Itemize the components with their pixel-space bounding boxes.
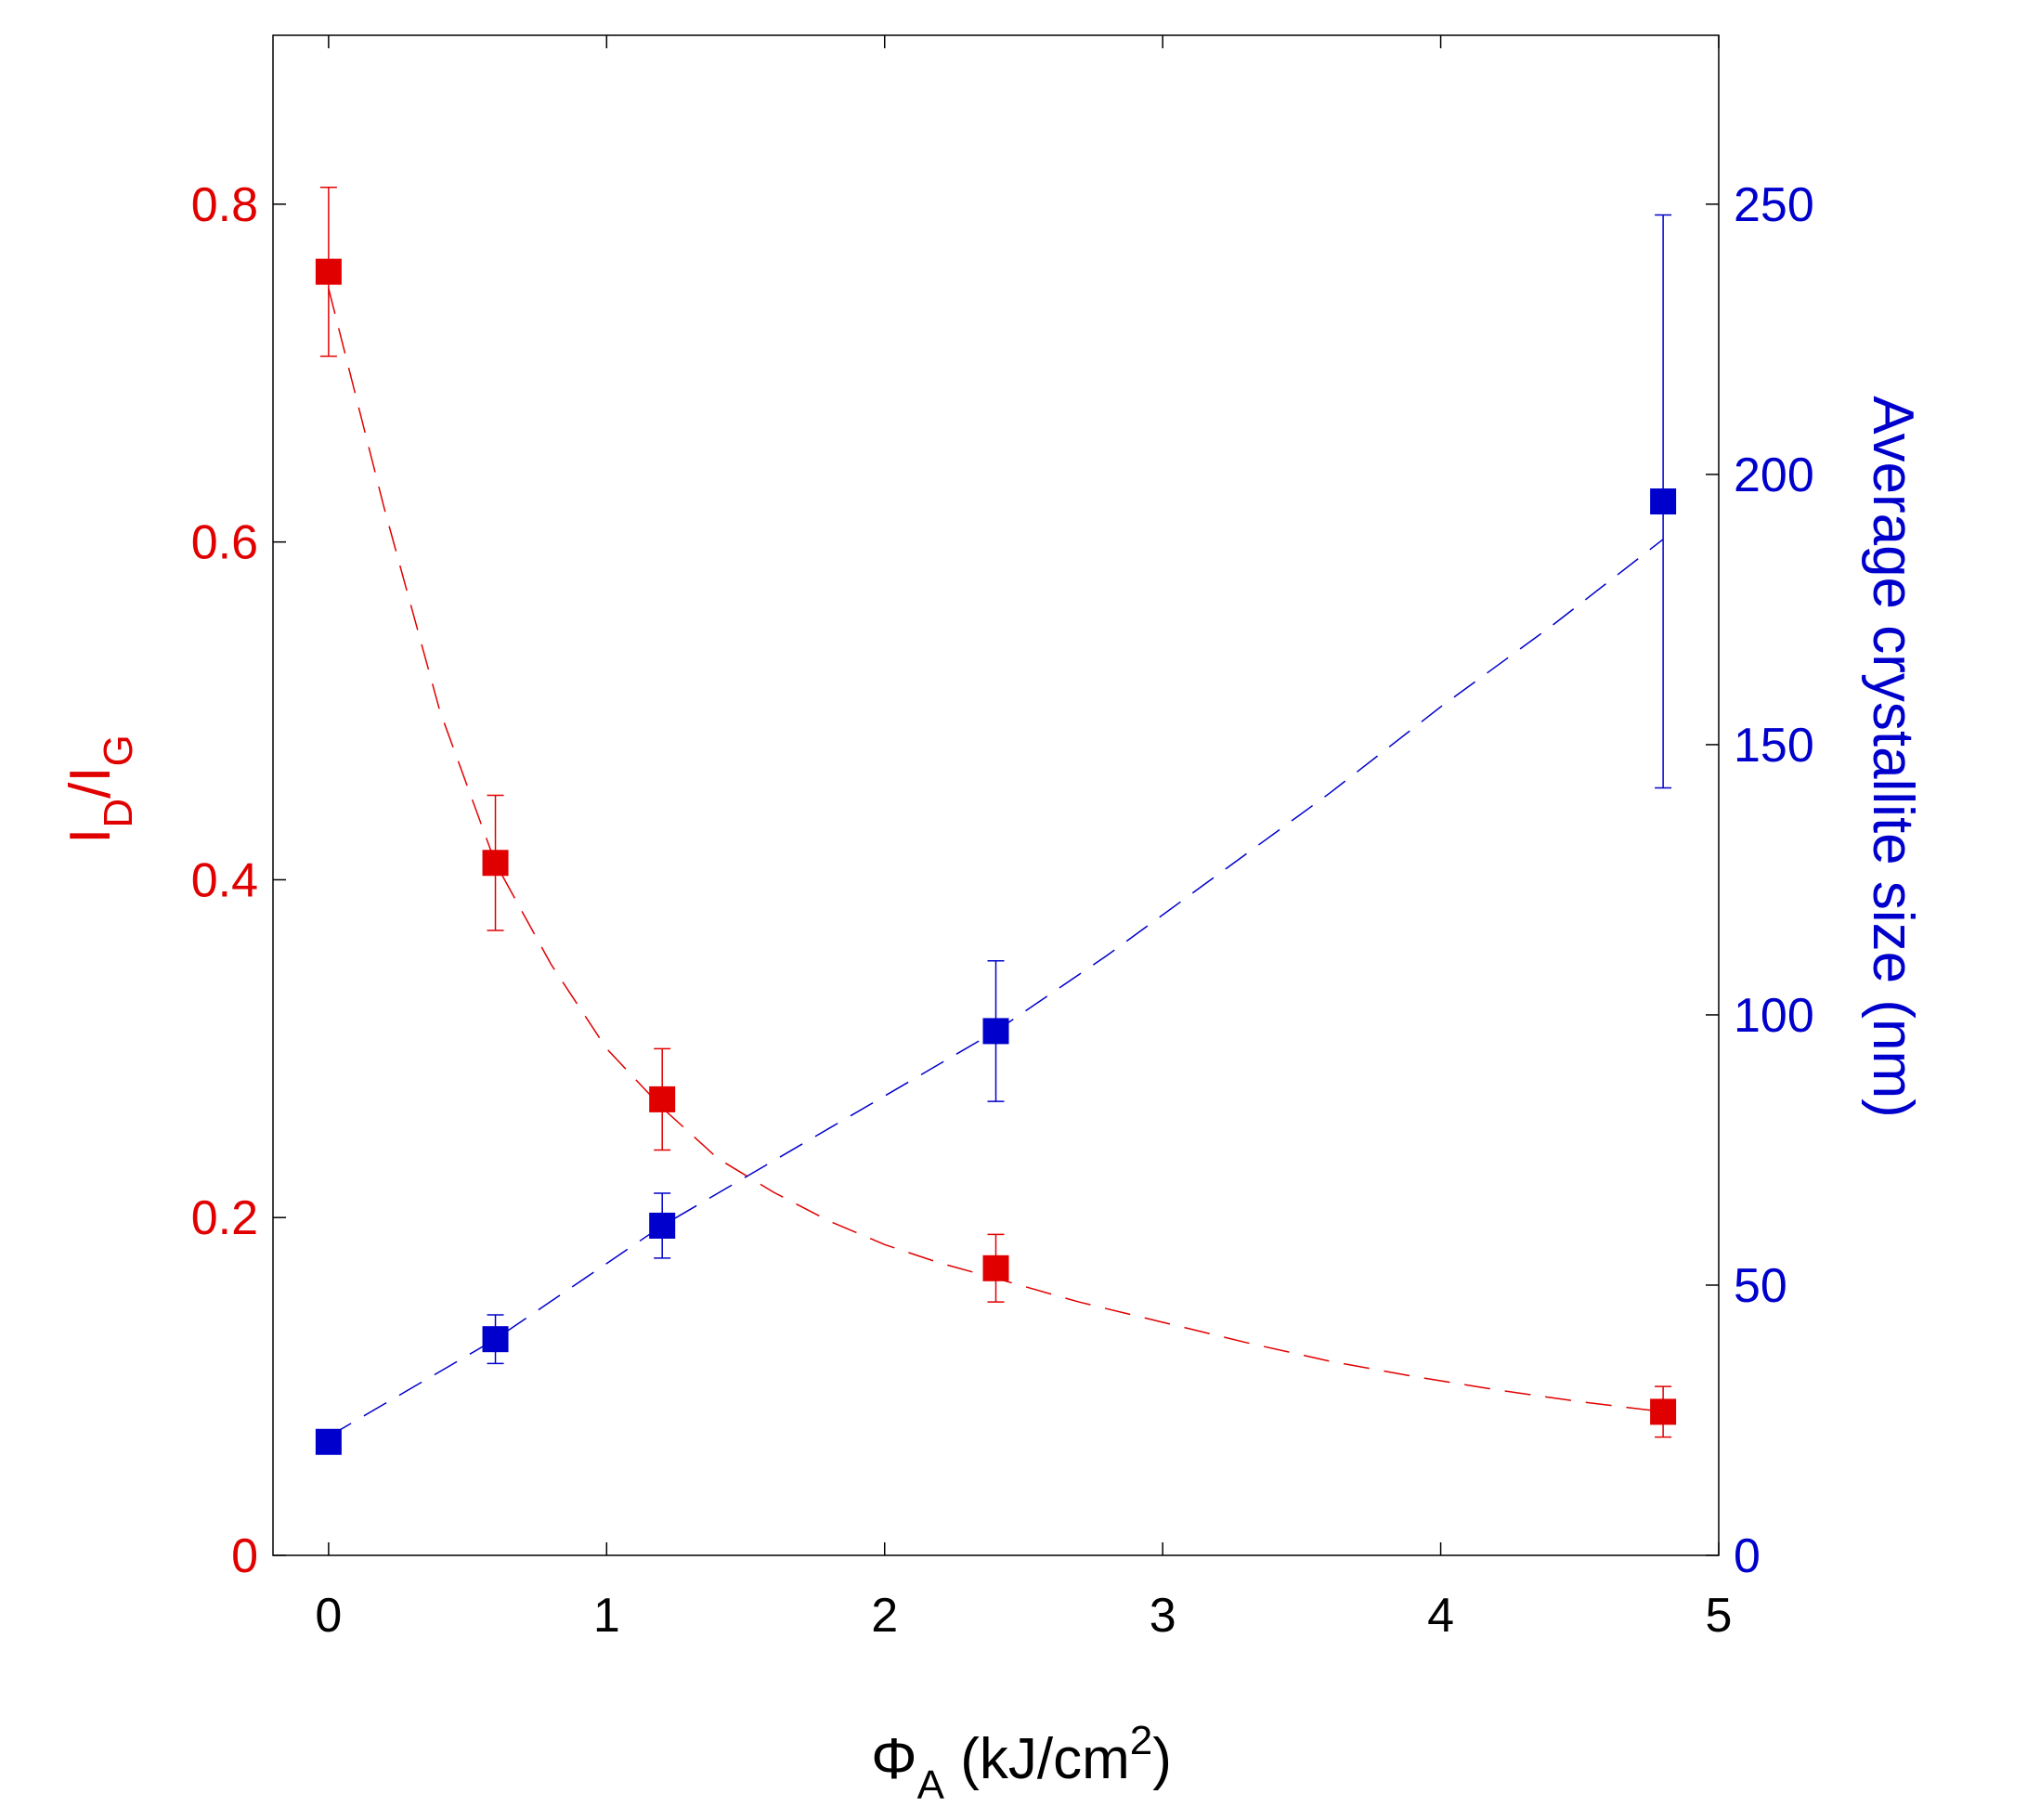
y-left-tick-label: 0.4 [191, 853, 258, 907]
y-left-title-sub-g: G [96, 734, 141, 766]
y-left-tick-label: 0 [231, 1529, 258, 1583]
data-point-id-ig [1650, 1398, 1676, 1424]
x-tick-label: 4 [1427, 1589, 1454, 1643]
x-axis-unit-pre: (kJ/cm [944, 1727, 1130, 1791]
y-right-tick-label: 50 [1734, 1259, 1787, 1313]
y-left-title-i: I [58, 828, 123, 844]
data-point-crystallite-size [649, 1213, 675, 1239]
x-axis-symbol: Φ [871, 1727, 916, 1791]
x-tick-label: 2 [871, 1589, 898, 1643]
data-point-crystallite-size [483, 1326, 509, 1352]
y-right-tick-label: 150 [1734, 719, 1814, 773]
x-axis-subscript: A [917, 1762, 945, 1808]
x-axis-superscript: 2 [1130, 1718, 1152, 1763]
y-right-tick-label: 200 [1734, 448, 1814, 502]
chart-svg: 0 1 2 3 4 500.20.40.60.8050100150200250 ΦA (k… [0, 0, 2040, 1820]
data-point-crystallite-size [316, 1429, 342, 1455]
data-point-crystallite-size [983, 1018, 1009, 1044]
data-point-id-ig [649, 1086, 675, 1112]
x-tick-label: 1 [593, 1589, 620, 1643]
y-left-tick-label: 0.2 [191, 1191, 258, 1245]
y-left-title-sub-d: D [96, 799, 141, 828]
data-point-id-ig [483, 850, 509, 876]
error-bars [320, 188, 1671, 1437]
y-right-tick-label: 100 [1734, 989, 1814, 1043]
x-tick-label: 5 [1706, 1589, 1733, 1643]
y-left-tick-label: 0.6 [191, 516, 258, 570]
y-left-tick-label: 0.8 [191, 178, 258, 232]
x-axis-title: ΦA (kJ/cm2) [871, 1718, 1172, 1808]
y-right-tick-label: 0 [1734, 1529, 1761, 1583]
y-right-tick-label: 250 [1734, 178, 1814, 232]
y-left-axis-title: ID/IG [58, 734, 141, 844]
data-point-id-ig [983, 1255, 1009, 1281]
y-left-title-slash: /I [58, 766, 123, 798]
x-axis-unit-post: ) [1152, 1727, 1172, 1791]
chart: 0 1 2 3 4 5 0 0.2 0.4 0.6 0.8 0 50 100 150 200 250 ΦA (k… [0, 0, 2040, 1820]
x-tick-label: 0 [315, 1589, 342, 1643]
x-tick-label: 3 [1150, 1589, 1176, 1643]
data-point-id-ig [316, 259, 342, 285]
y-right-axis-title: Average crystallite size (nm) [1861, 396, 1925, 1118]
data-point-crystallite-size [1650, 488, 1676, 514]
data-points [316, 259, 1676, 1455]
